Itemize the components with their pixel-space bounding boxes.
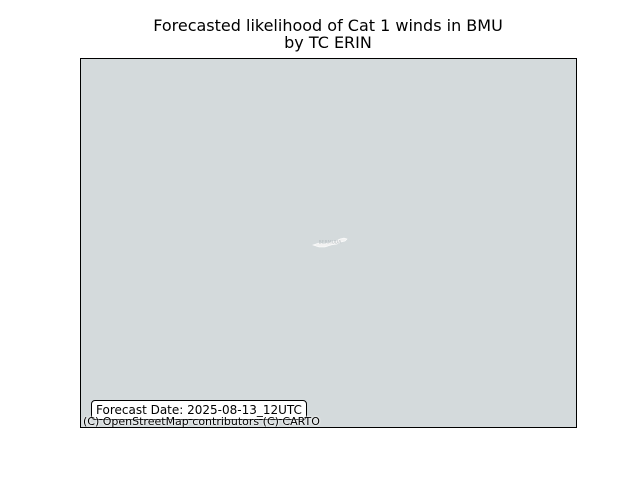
map-title: Forecasted likelihood of Cat 1 winds in … — [153, 16, 503, 52]
bermuda-label: BERMUDA — [319, 240, 343, 246]
map-attribution: (C) OpenStreetMap contributors (C) CARTO — [83, 415, 320, 428]
forecast-date-box: Forecast Date: 2025-08-13_12UTC — [91, 400, 307, 420]
bermuda-landmass — [312, 237, 348, 248]
map-panel: BERMUDA Forecast Date: 2025-08-13_12UTC … — [80, 58, 577, 428]
bermuda-island-shape: BERMUDA — [312, 237, 348, 248]
